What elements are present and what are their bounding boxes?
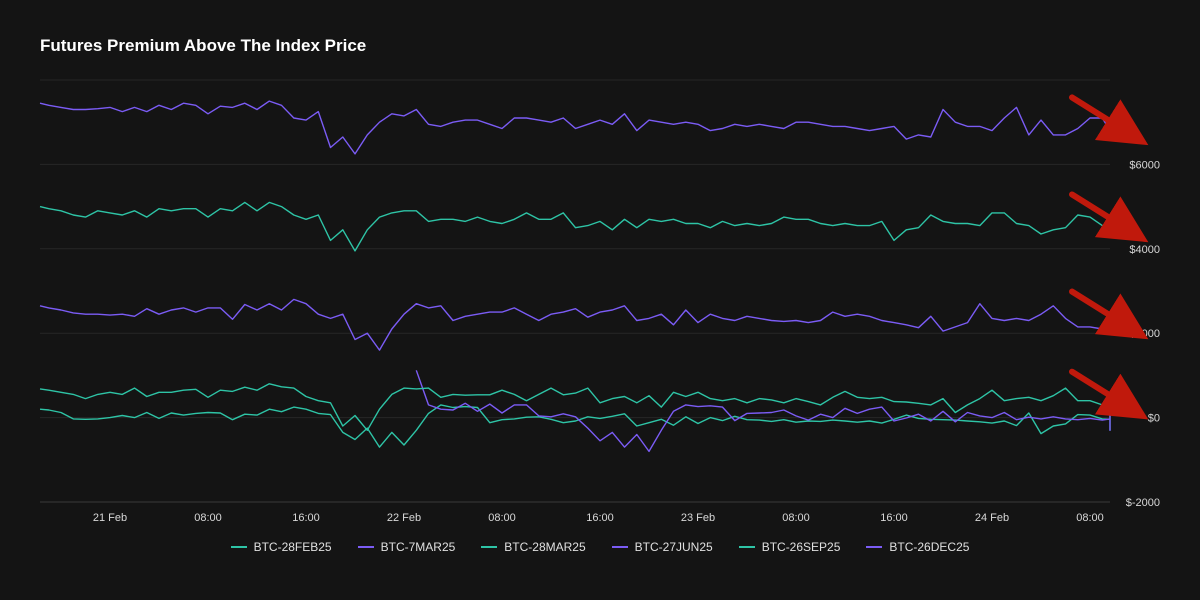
y-tick-label: $4000 <box>1129 244 1160 256</box>
annotation-arrows <box>1069 94 1149 420</box>
red-arrow-annotation <box>1069 288 1149 340</box>
x-tick-label: 22 Feb <box>387 512 421 524</box>
y-tick-label: $6000 <box>1129 159 1160 171</box>
y-tick-label: $2000 <box>1129 328 1160 340</box>
legend-label: BTC-26SEP25 <box>761 540 841 554</box>
legend-label: BTC-28MAR25 <box>504 540 586 554</box>
series-line-btc-28mar25 <box>39 383 1111 431</box>
x-tick-label: 16:00 <box>586 512 614 524</box>
legend-item-btc-28mar25[interactable]: BTC-28MAR25 <box>481 540 586 554</box>
legend-swatch <box>230 546 247 548</box>
chart-title: Futures Premium Above The Index Price <box>40 36 367 55</box>
legend-item-btc-27jun25[interactable]: BTC-27JUN25 <box>611 540 713 554</box>
legend-label: BTC-28FEB25 <box>253 540 332 554</box>
legend-swatch <box>611 546 628 548</box>
legend-swatch <box>481 546 498 548</box>
y-axis: $-2000 $0 $2000 $4000 $6000 <box>1126 159 1160 509</box>
series-line-btc-28feb25 <box>39 402 1111 448</box>
x-tick-label: 24 Feb <box>975 512 1009 524</box>
legend-label: BTC-27JUN25 <box>634 540 713 554</box>
legend-swatch <box>357 546 374 548</box>
x-axis: 21 Feb 08:00 16:00 22 Feb 08:00 16:00 23 Feb 08… <box>93 512 1104 524</box>
legend-label: BTC-26DEC25 <box>889 540 970 554</box>
series-line-btc-27jun25 <box>39 298 1111 351</box>
series-line-btc-26dec25 <box>39 100 1111 155</box>
line-chart: $-2000 $0 $2000 $4000 $6000 21 Feb 08:00 16:00… <box>39 79 1160 524</box>
y-tick-label: $-2000 <box>1126 497 1160 509</box>
x-tick-label: 21 Feb <box>93 512 127 524</box>
legend-item-btc-26dec25[interactable]: BTC-26DEC25 <box>866 540 969 554</box>
x-tick-label: 16:00 <box>292 512 320 524</box>
series-line-btc-26sep25 <box>39 201 1111 252</box>
red-arrow-annotation <box>1069 368 1149 420</box>
legend-item-btc-7mar25[interactable]: BTC-7MAR25 <box>357 540 456 554</box>
x-tick-label: 08:00 <box>1076 512 1104 524</box>
red-arrow-annotation <box>1069 94 1149 146</box>
gridlines <box>40 79 1110 503</box>
x-tick-label: 23 Feb <box>681 512 715 524</box>
legend-label: BTC-7MAR25 <box>380 540 456 554</box>
legend: BTC-28FEB25 BTC-7MAR25 BTC-28MAR25 BTC-27JU… <box>0 540 1200 554</box>
x-tick-label: 08:00 <box>488 512 516 524</box>
x-tick-label: 08:00 <box>194 512 222 524</box>
series-lines <box>39 100 1111 453</box>
legend-item-btc-26sep25[interactable]: BTC-26SEP25 <box>738 540 841 554</box>
series-line-btc-7mar25 <box>415 370 1111 453</box>
legend-swatch <box>866 546 883 548</box>
legend-item-btc-28feb25[interactable]: BTC-28FEB25 <box>230 540 332 554</box>
x-tick-label: 08:00 <box>782 512 810 524</box>
red-arrow-annotation <box>1069 191 1149 243</box>
legend-swatch <box>738 546 755 548</box>
y-tick-label: $0 <box>1148 413 1160 425</box>
x-tick-label: 16:00 <box>880 512 908 524</box>
